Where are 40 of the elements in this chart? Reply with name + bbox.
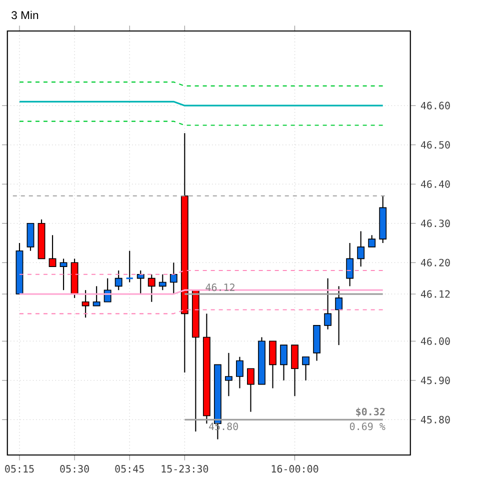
- candlestick: [148, 274, 156, 302]
- x-tick-label: 05:45: [115, 465, 144, 473]
- y-tick-label: 45.80: [420, 416, 450, 424]
- chart-title: 3 Min: [11, 10, 38, 20]
- candlestick: [170, 262, 178, 295]
- candlestick: [26, 222, 34, 252]
- candlestick: [158, 274, 166, 291]
- candlestick: [60, 258, 68, 291]
- y-tick-label: 46.20: [420, 258, 450, 266]
- candlestick: [290, 344, 298, 397]
- x-tick-label: 15-23:30: [162, 465, 208, 473]
- y-tick-label: 45.90: [420, 376, 450, 384]
- annotation: $0.32: [356, 408, 384, 417]
- candlestick: [246, 368, 254, 412]
- candlestick: [92, 286, 100, 306]
- candlestick: [302, 356, 310, 381]
- candlestick: [346, 242, 354, 287]
- y-tick-label: 46.50: [420, 141, 450, 149]
- candlestick: [368, 234, 376, 248]
- candlestick: [48, 234, 56, 268]
- x-tick-label: 05:15: [4, 465, 34, 473]
- candlestick: [334, 286, 342, 346]
- candlestick: [125, 250, 134, 283]
- candlestick: [114, 270, 122, 291]
- candlestick: [236, 356, 244, 389]
- x-tick-label: 16-00:00: [272, 465, 318, 473]
- candlestick: [324, 278, 332, 330]
- candlestick: [280, 344, 288, 381]
- y-tick-label: 46.00: [420, 337, 450, 345]
- y-tick-label: 46.40: [420, 180, 450, 188]
- candlestick: [356, 230, 364, 268]
- candlestick: [268, 340, 276, 389]
- annotation: 46.12: [206, 284, 234, 292]
- y-tick-label: 46.12: [420, 290, 450, 298]
- x-tick-label: 05:30: [60, 465, 89, 473]
- y-tick-label: 46.60: [420, 102, 450, 110]
- candlestick: [224, 352, 232, 397]
- candlestick: [82, 290, 90, 318]
- y-tick-label: 46.30: [420, 220, 450, 228]
- annotation: 0.69 %: [350, 422, 386, 430]
